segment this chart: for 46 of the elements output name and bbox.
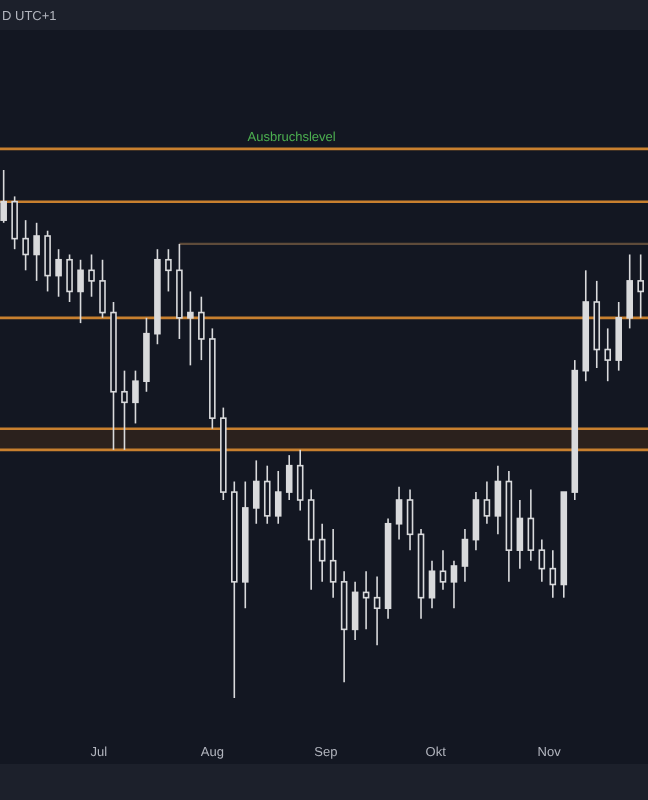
candlestick — [22, 219, 29, 272]
candlestick — [494, 464, 502, 536]
candlestick — [198, 295, 205, 361]
candlestick — [516, 499, 524, 570]
candlestick — [373, 575, 381, 646]
candlestick — [296, 449, 304, 512]
candlestick — [252, 459, 260, 525]
candlestick — [187, 290, 194, 367]
candlestick — [285, 454, 293, 501]
candlestick — [55, 248, 62, 298]
candlestick — [44, 229, 51, 293]
candlestick — [99, 258, 106, 319]
candlestick — [0, 169, 7, 224]
candlestick — [593, 280, 601, 369]
candlestick — [132, 369, 139, 425]
candlestick — [461, 528, 469, 583]
candlestick — [450, 559, 458, 610]
candlestick — [274, 470, 282, 525]
candlestick — [77, 258, 84, 324]
candlestick — [176, 243, 183, 340]
candlestick — [538, 538, 546, 583]
candlestick — [307, 488, 315, 591]
candlestick — [626, 253, 633, 330]
candlestick — [11, 195, 18, 250]
candlestick — [472, 491, 480, 551]
candlestick — [439, 549, 447, 591]
candlestick — [318, 522, 326, 583]
candlestick — [428, 559, 436, 610]
candlestick — [549, 549, 557, 599]
candlestick — [483, 480, 491, 525]
candlestick — [33, 222, 40, 282]
candlestick — [351, 581, 359, 641]
candlestick — [395, 486, 403, 541]
candlestick — [263, 464, 271, 525]
candlestick — [340, 570, 348, 683]
candlestick — [66, 253, 73, 303]
candlestick — [406, 488, 414, 551]
candlestick — [527, 488, 535, 562]
candlestick — [165, 248, 172, 293]
candlestick — [615, 301, 623, 372]
candlestick — [637, 253, 644, 319]
candlestick — [88, 253, 95, 298]
candlestick — [604, 327, 612, 382]
candlestick — [121, 369, 128, 451]
candlestick — [329, 528, 337, 599]
candlestick — [143, 317, 150, 393]
